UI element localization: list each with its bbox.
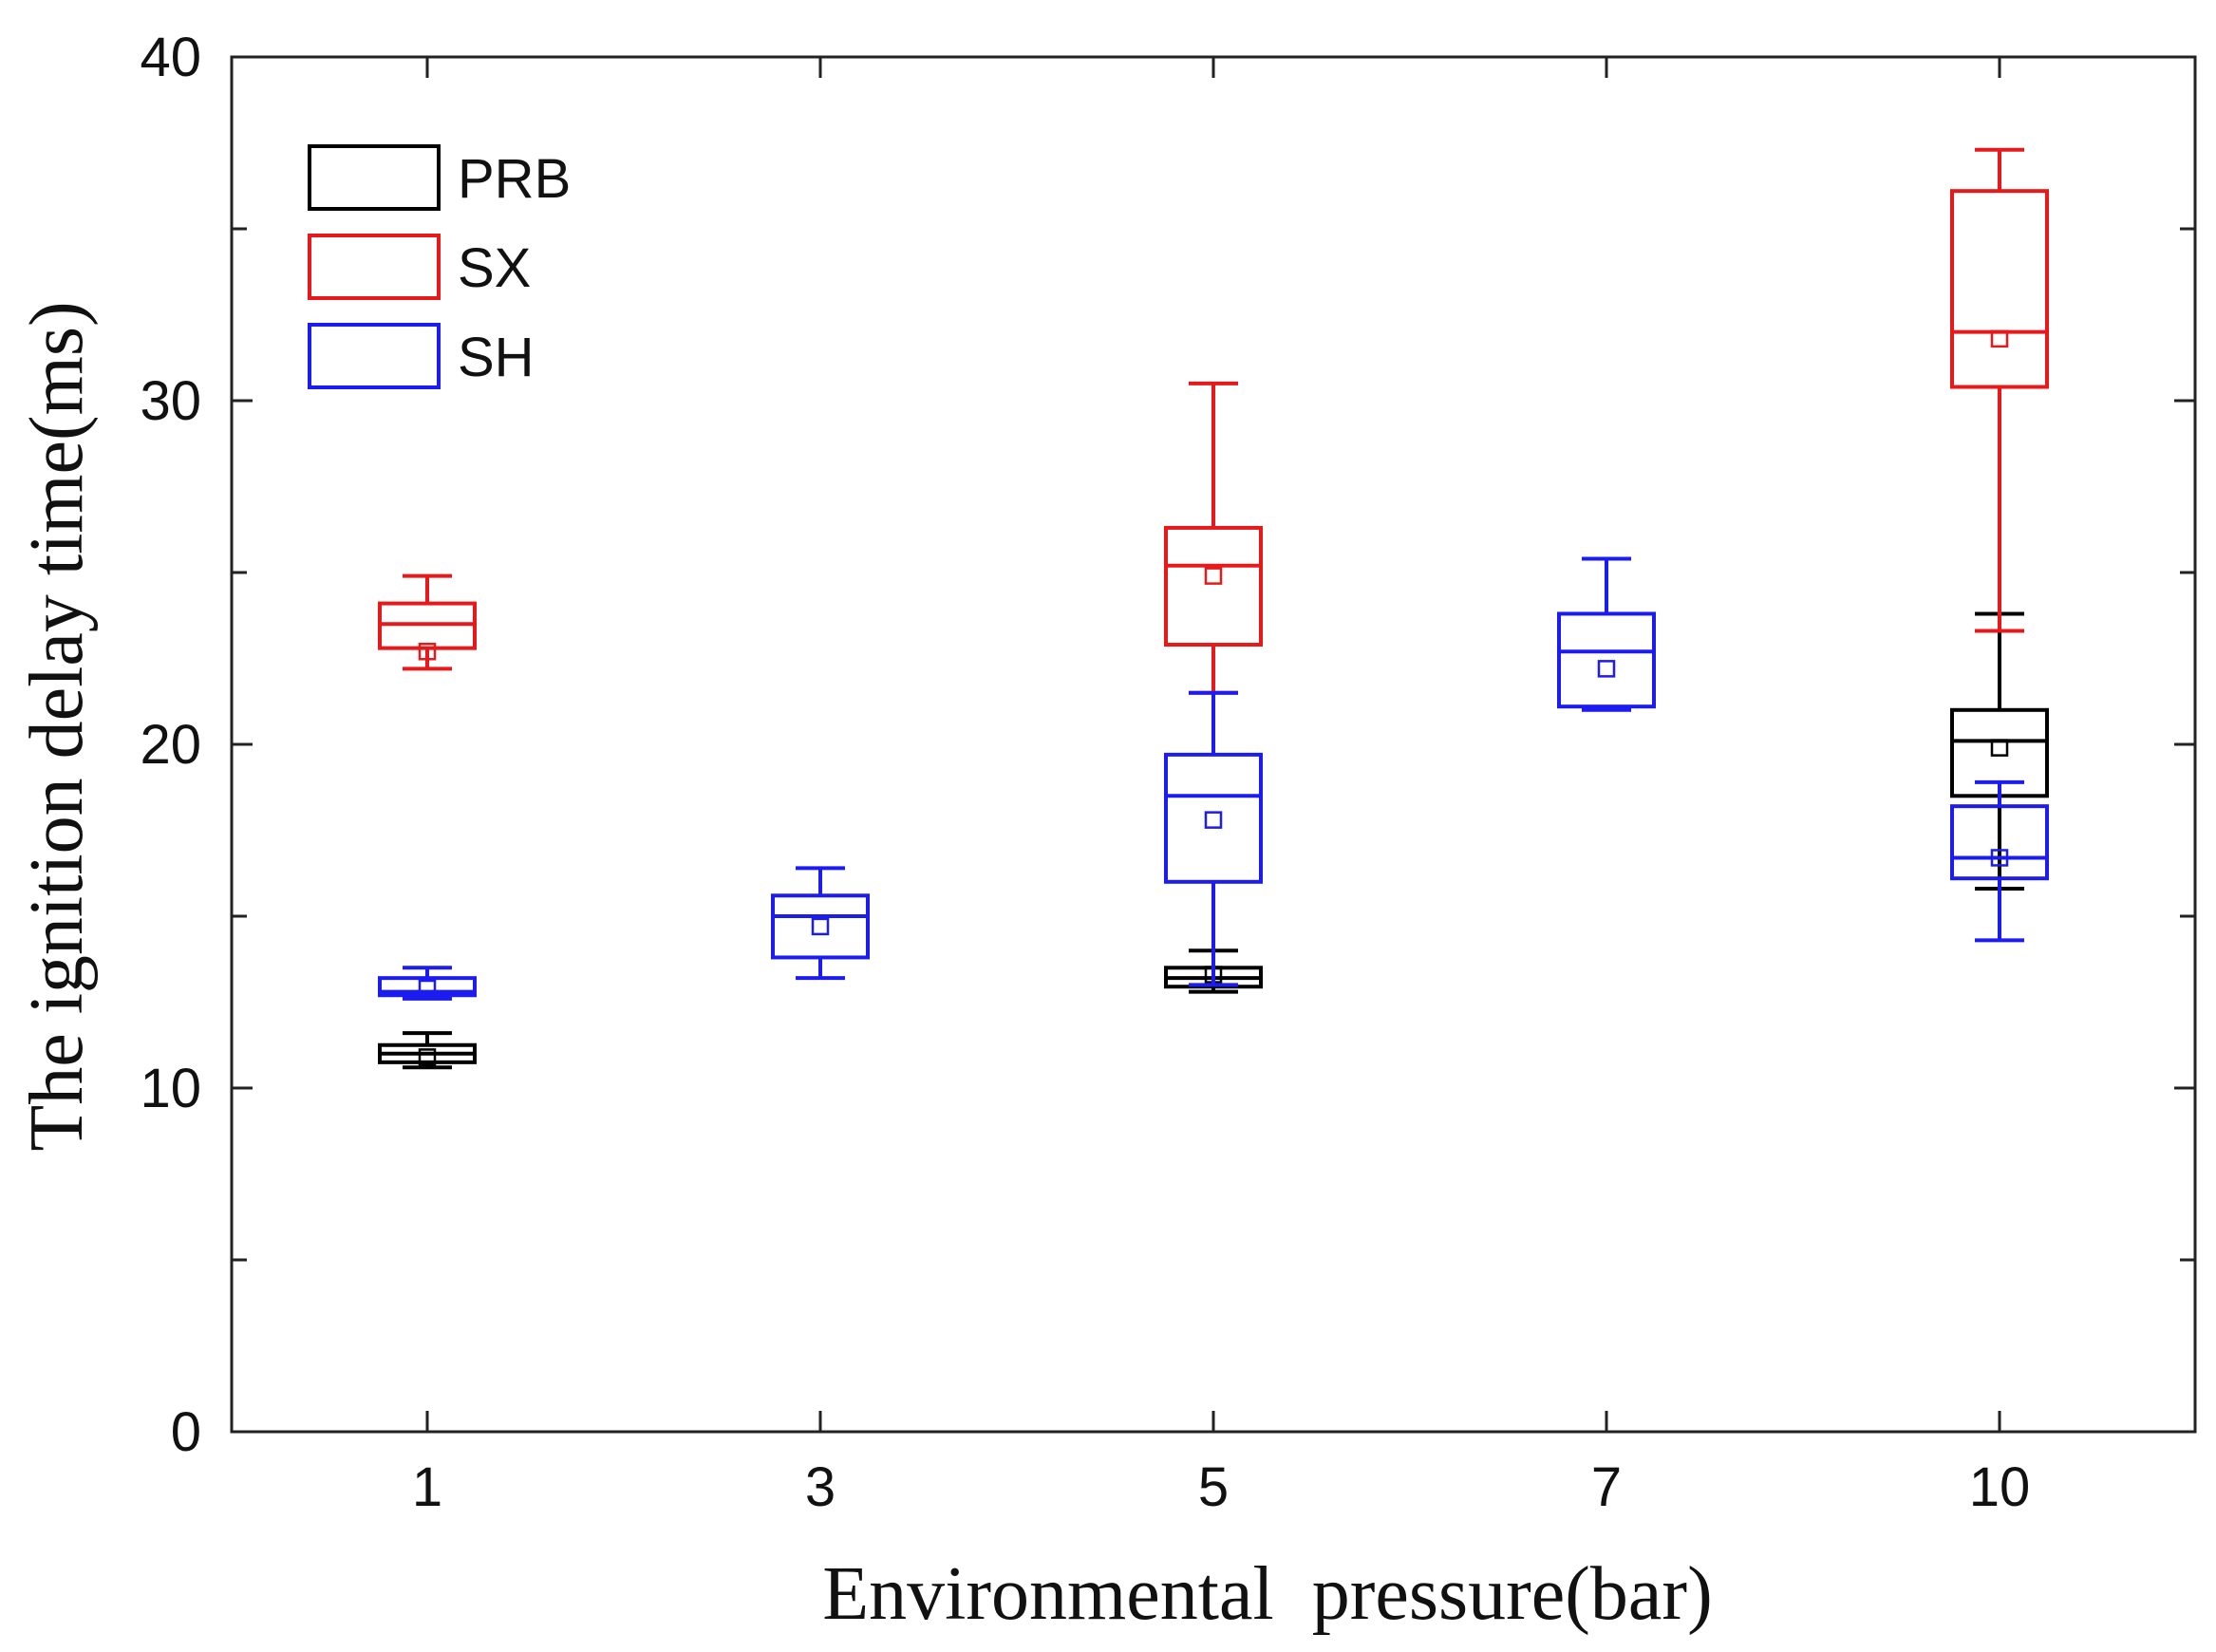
legend-swatch-sx [308,234,441,300]
mean-marker [811,917,830,936]
y-tick-label: 30 [140,370,201,432]
box-prb-10 [1950,611,2049,892]
x-tick-label: 5 [1198,1456,1229,1518]
legend-label-prb: PRB [458,148,571,210]
legend-swatch-sh [308,323,441,389]
mean-marker [1597,660,1616,678]
box-iqr [1164,752,1263,884]
mean-marker [1204,567,1223,585]
y-tick-label: 10 [140,1058,201,1119]
legend-label-sh: SH [458,327,535,388]
mean-marker [1990,329,2009,348]
box-sh-3 [771,866,870,981]
legend: PRB SX SH [308,144,571,389]
mean-marker [418,1048,437,1066]
box-iqr [1557,611,1656,709]
box-sx-5 [1164,381,1263,695]
mean-marker [418,979,437,998]
mean-marker [418,643,437,661]
y-axis-title: The ignition delay time(ms) [15,301,99,1151]
box-iqr [1950,804,2049,881]
box-iqr [1950,189,2049,389]
box-sh-7 [1557,556,1656,712]
x-axis-title: Environmental pressure(bar) [822,1552,1712,1636]
y-tick-label: 20 [140,714,201,776]
x-tick-label: 3 [805,1456,836,1518]
mean-marker [1204,811,1223,829]
mean-marker [1990,849,2009,867]
x-tick-label: 10 [1969,1456,2031,1518]
y-tick-label: 40 [140,27,201,88]
box-sh-10 [1950,779,2049,943]
mean-marker [1990,739,2009,757]
y-tick-label: 0 [171,1401,201,1463]
x-tick-label: 7 [1591,1456,1622,1518]
box-sh-5 [1164,690,1263,987]
box-iqr [771,893,870,960]
legend-swatch-prb [308,144,441,211]
legend-label-sx: SX [458,237,531,299]
box-sx-10 [1950,147,2049,633]
x-axis: 1 3 5 7 10 [412,57,2030,1518]
box-series [378,147,2049,1070]
box-prb-1 [378,1031,477,1070]
box-sh-1 [378,966,477,1001]
box-sx-1 [378,573,477,671]
y-axis: 0 10 20 30 40 [140,27,2195,1463]
box-iqr [1164,525,1263,648]
x-tick-label: 1 [412,1456,442,1518]
